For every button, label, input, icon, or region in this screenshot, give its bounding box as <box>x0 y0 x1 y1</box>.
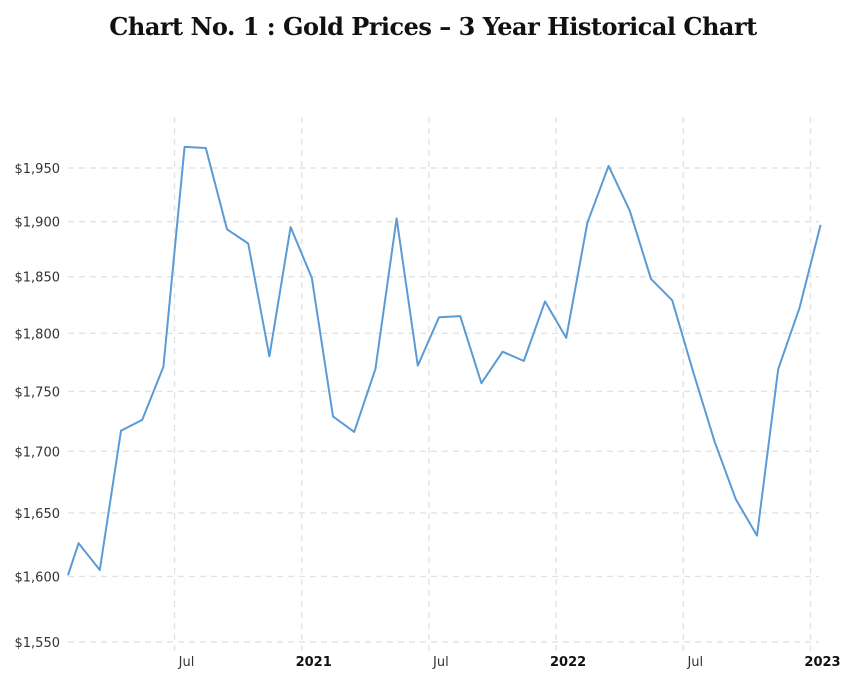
x-tick-label: 2022 <box>550 655 586 670</box>
x-tick-label: Jul <box>178 655 195 670</box>
vertical-gridlines <box>173 117 812 652</box>
series-line-gold-price <box>67 145 822 576</box>
chart-title: Chart No. 1 : Gold Prices – 3 Year Histo… <box>109 12 757 41</box>
y-axis-tick-labels: $1,550 $1,600 $1,650 $1,700 $1,750 $1,800 $1,8… <box>15 162 61 651</box>
y-tick-label: $1,950 <box>15 162 61 177</box>
y-tick-label: $1,900 <box>15 216 61 231</box>
y-tick-label: $1,750 <box>15 385 61 400</box>
x-tick-label: 2023 <box>804 655 840 670</box>
y-tick-label: $1,850 <box>15 271 61 286</box>
x-axis-tick-labels: Jul 2021 Jul 2022 Jul 2023 <box>178 655 841 670</box>
x-tick-label: Jul <box>432 655 449 670</box>
series-lines <box>67 145 822 576</box>
horizontal-gridlines <box>68 167 819 643</box>
y-tick-label: $1,600 <box>15 570 61 585</box>
x-tick-label: 2021 <box>296 655 332 670</box>
y-tick-label: $1,700 <box>15 445 61 460</box>
y-tick-label: $1,800 <box>15 327 61 342</box>
y-tick-label: $1,650 <box>15 507 61 522</box>
y-tick-label: $1,550 <box>15 636 61 651</box>
x-tick-label: Jul <box>686 655 703 670</box>
